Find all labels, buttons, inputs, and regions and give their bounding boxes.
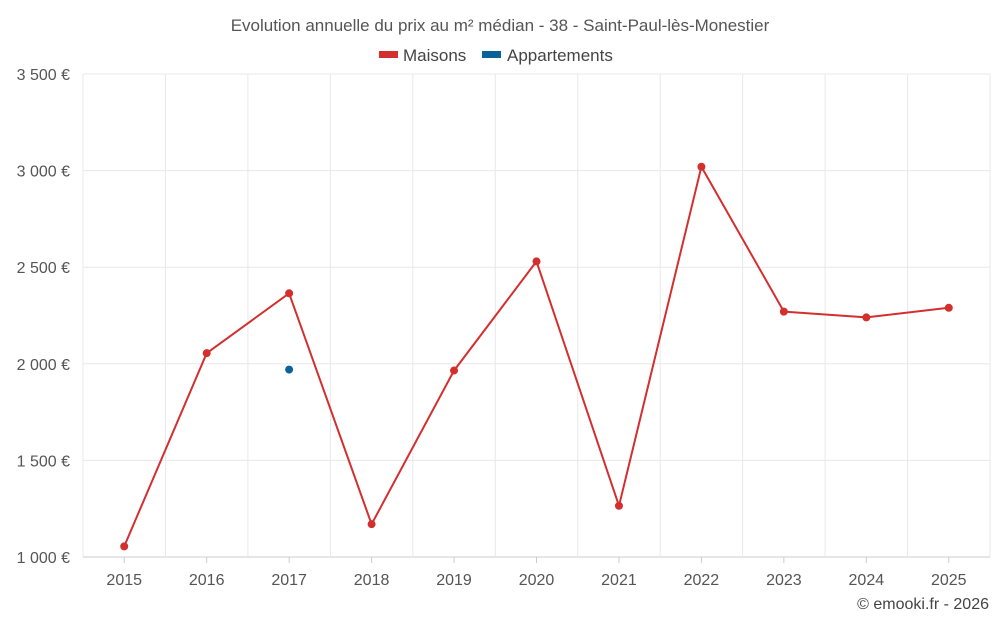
series bbox=[120, 162, 953, 551]
data-point-maisons-2019[interactable] bbox=[450, 366, 459, 375]
data-point-maisons-2023[interactable] bbox=[779, 307, 788, 316]
data-point-maisons-2021[interactable] bbox=[614, 501, 623, 510]
data-point-maisons-2017[interactable] bbox=[285, 289, 294, 298]
data-point-maisons-2020[interactable] bbox=[532, 257, 541, 266]
data-point-maisons-2022[interactable] bbox=[697, 162, 706, 171]
x-tick-label: 2018 bbox=[354, 572, 390, 589]
legend-label-maisons: Maisons bbox=[403, 46, 466, 65]
data-point-maisons-2016[interactable] bbox=[202, 349, 211, 358]
chart-title: Evolution annuelle du prix au m² médian … bbox=[231, 16, 770, 35]
legend-item-maisons[interactable]: Maisons bbox=[379, 46, 466, 65]
y-tick-label: 2 000 € bbox=[17, 357, 70, 374]
x-tick-label: 2022 bbox=[684, 572, 720, 589]
x-axis-ticks: 2015 2016 2017 2018 2019 2020 2021 2022 2023 2024… bbox=[106, 557, 967, 589]
grid bbox=[82, 73, 991, 558]
data-point-maisons-2018[interactable] bbox=[367, 520, 376, 529]
data-point-maisons-2025[interactable] bbox=[944, 303, 953, 312]
legend-item-appartements[interactable]: Appartements bbox=[482, 46, 613, 65]
data-point-appartements-2017[interactable] bbox=[285, 365, 294, 374]
data-point-maisons-2024[interactable] bbox=[862, 313, 871, 322]
x-tick-label: 2019 bbox=[436, 572, 472, 589]
x-tick-label: 2025 bbox=[931, 572, 967, 589]
data-point-maisons-2015[interactable] bbox=[120, 542, 129, 551]
x-tick-label: 2020 bbox=[519, 572, 555, 589]
y-tick-label: 3 500 € bbox=[17, 67, 70, 84]
series-appartements bbox=[285, 365, 294, 374]
legend: Maisons Appartements bbox=[379, 46, 613, 65]
legend-swatch-maisons bbox=[379, 51, 398, 58]
x-tick-label: 2017 bbox=[271, 572, 307, 589]
x-tick-label: 2024 bbox=[849, 572, 885, 589]
credit-text: © emooki.fr - 2026 bbox=[857, 596, 989, 613]
x-tick-label: 2015 bbox=[106, 572, 142, 589]
legend-swatch-appartements bbox=[482, 51, 501, 58]
series-maisons bbox=[120, 162, 953, 551]
y-axis-ticks: 1 000 € 1 500 € 2 000 € 2 500 € 3 000 € 3 500… bbox=[17, 67, 70, 567]
legend-label-appartements: Appartements bbox=[507, 46, 613, 65]
y-tick-label: 2 500 € bbox=[17, 260, 70, 277]
x-tick-label: 2016 bbox=[189, 572, 225, 589]
y-tick-label: 3 000 € bbox=[17, 164, 70, 181]
y-tick-label: 1 000 € bbox=[17, 550, 70, 567]
y-tick-label: 1 500 € bbox=[17, 453, 70, 470]
x-tick-label: 2023 bbox=[766, 572, 802, 589]
x-tick-label: 2021 bbox=[601, 572, 637, 589]
